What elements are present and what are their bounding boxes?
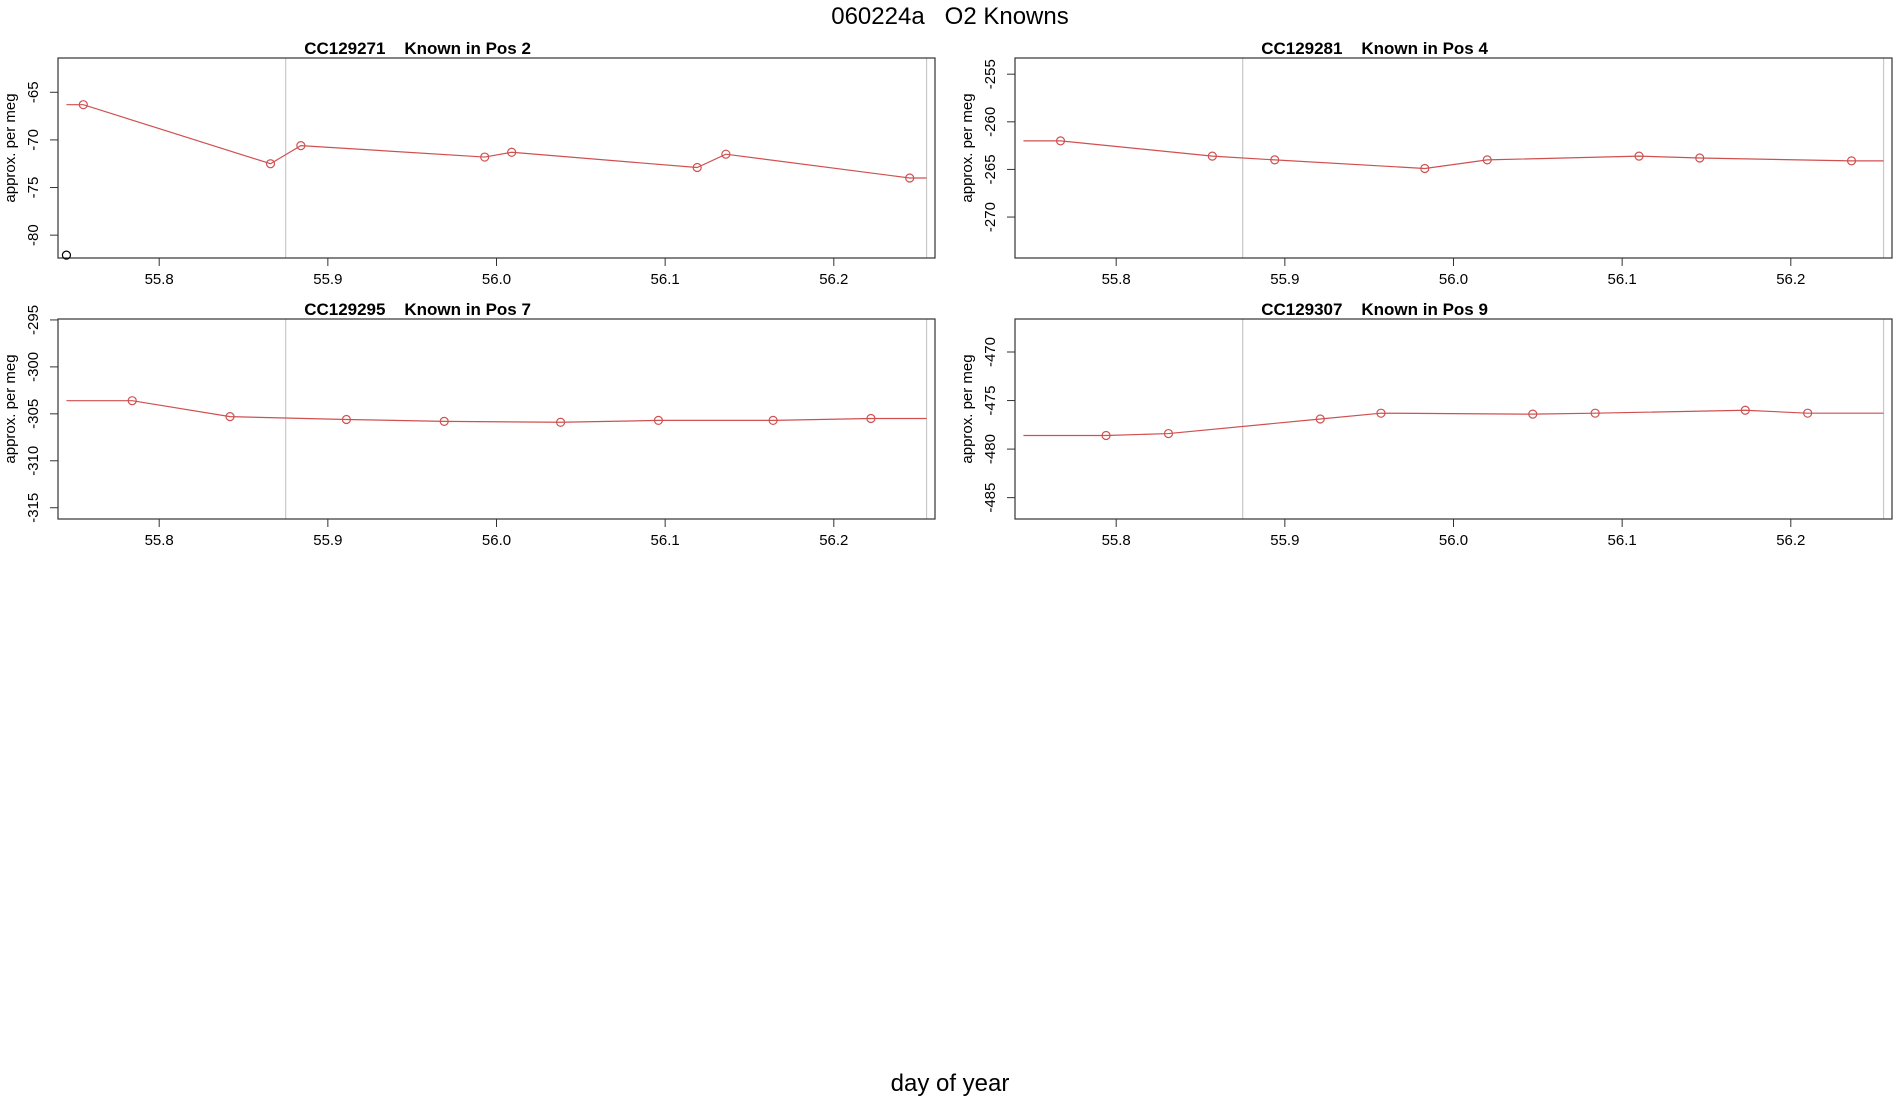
y-tick-label: -265	[982, 154, 999, 184]
y-tick-label: -485	[982, 483, 999, 513]
y-tick-label: -65	[25, 81, 42, 103]
data-point	[480, 152, 490, 162]
data-point	[1528, 409, 1538, 419]
y-tick-label: -315	[25, 493, 42, 523]
data-point	[1055, 136, 1066, 146]
y-tick-label: -295	[25, 305, 42, 335]
y-tick-label: -75	[25, 177, 42, 199]
data-point	[1740, 405, 1750, 415]
data-point	[439, 416, 449, 426]
data-point	[1207, 151, 1217, 161]
data-point	[1420, 163, 1430, 174]
panel-title: CC129281 Known in Pos 4	[1261, 39, 1488, 58]
y-tick-label: -470	[982, 337, 999, 367]
plot-frame	[1014, 57, 1893, 259]
x-tick-label: 56.1	[1608, 271, 1637, 288]
panel-title: CC129271 Known in Pos 2	[304, 39, 531, 58]
data-point	[1270, 155, 1280, 165]
y-axis-label: approx. per meg	[2, 354, 19, 463]
y-tick-label: -310	[25, 446, 42, 476]
data-point	[1376, 408, 1386, 418]
figure-title: 060224a O2 Knowns	[831, 3, 1069, 30]
plot-frame	[57, 57, 936, 259]
x-tick-label: 56.2	[1776, 532, 1805, 549]
data-point	[1101, 430, 1111, 441]
chart-panel-1: CC129271 Known in Pos 2 approx. per meg 55…	[2, 39, 936, 288]
x-tick-label: 56.1	[1608, 532, 1637, 549]
series-line	[66, 400, 927, 423]
y-axis-label: approx. per meg	[959, 354, 976, 463]
data-point	[507, 147, 517, 157]
data-point	[721, 149, 731, 159]
x-tick-label: 56.1	[651, 532, 680, 549]
data-point	[225, 412, 235, 422]
data-point	[1846, 156, 1857, 166]
x-axis-title: day of year	[890, 1070, 1010, 1097]
y-axis-label: approx. per meg	[2, 93, 19, 202]
y-tick-label: -305	[25, 399, 42, 429]
x-tick-label: 55.9	[313, 271, 342, 288]
series-line	[66, 104, 927, 179]
x-tick-label: 55.8	[145, 271, 174, 288]
series-line	[1023, 409, 1884, 437]
series-line	[1023, 140, 1884, 170]
x-tick-label: 55.9	[1270, 271, 1299, 288]
plot-frame	[57, 318, 936, 520]
x-tick-label: 55.8	[1102, 271, 1131, 288]
data-point	[1315, 414, 1325, 424]
data-point	[127, 396, 137, 406]
x-tick-label: 56.0	[1439, 271, 1468, 288]
y-tick-label: -70	[25, 129, 42, 151]
plot-frame	[1014, 318, 1893, 520]
y-tick-label: -270	[982, 202, 999, 232]
data-point	[653, 415, 664, 426]
chart-panel-2: CC129281 Known in Pos 4 approx. per meg 55…	[959, 39, 1893, 288]
x-tick-label: 56.0	[1439, 532, 1468, 549]
panel-title: CC129295 Known in Pos 7	[304, 300, 531, 319]
x-tick-label: 56.0	[482, 271, 511, 288]
y-axis-label: approx. per meg	[959, 93, 976, 202]
x-tick-label: 56.1	[651, 271, 680, 288]
data-point	[1163, 428, 1174, 439]
data-point	[555, 417, 566, 427]
x-tick-label: 56.0	[482, 532, 511, 549]
data-point	[1695, 153, 1705, 163]
x-tick-label: 55.8	[145, 532, 174, 549]
outlier-point	[61, 250, 72, 260]
data-point	[905, 173, 915, 183]
x-tick-label: 55.9	[1270, 532, 1299, 549]
data-point	[866, 413, 876, 424]
data-point	[692, 162, 702, 173]
y-tick-label: -80	[25, 224, 42, 246]
x-tick-label: 55.9	[313, 532, 342, 549]
data-point	[1482, 155, 1492, 165]
data-point	[1803, 408, 1813, 418]
x-tick-label: 55.8	[1102, 532, 1131, 549]
x-tick-label: 56.2	[819, 271, 848, 288]
y-tick-label: -260	[982, 107, 999, 137]
chart-panel-4: CC129307 Known in Pos 9 approx. per meg 55…	[959, 300, 1893, 549]
data-point	[1590, 408, 1600, 418]
data-point	[768, 415, 778, 426]
x-tick-label: 56.2	[819, 532, 848, 549]
y-tick-label: -475	[982, 386, 999, 416]
panel-title: CC129307 Known in Pos 9	[1261, 300, 1488, 319]
x-tick-label: 56.2	[1776, 271, 1805, 288]
y-tick-label: -300	[25, 352, 42, 382]
data-point	[265, 159, 276, 169]
y-tick-label: -480	[982, 434, 999, 464]
data-point	[296, 141, 306, 151]
y-tick-label: -255	[982, 59, 999, 89]
data-point	[341, 414, 351, 425]
chart-panel-3: CC129295 Known in Pos 7 approx. per meg 55…	[2, 300, 936, 549]
data-point	[78, 100, 88, 110]
data-point	[1634, 151, 1644, 161]
